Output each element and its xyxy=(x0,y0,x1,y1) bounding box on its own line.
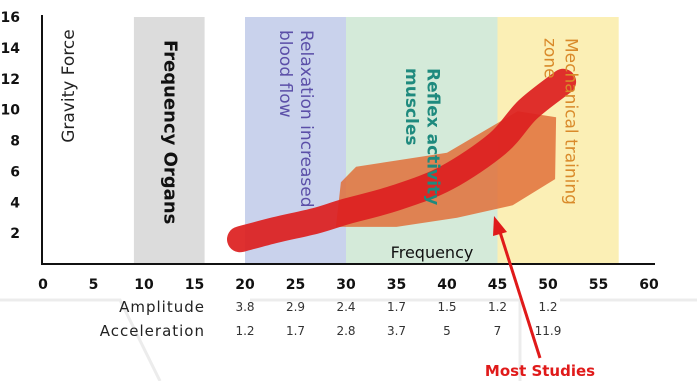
x-tick-label: 5 xyxy=(89,277,99,293)
background-decoration xyxy=(0,298,697,381)
zone-label-line: zone xyxy=(539,38,559,79)
x-tick-label: 35 xyxy=(387,277,406,293)
table-cell: 7 xyxy=(494,324,502,338)
y-tick-label: 14 xyxy=(1,41,21,57)
zone-label-line: Relaxation increased xyxy=(296,30,316,208)
zone-band-0 xyxy=(133,17,205,264)
zone-label-line: Frequency Organs xyxy=(159,40,180,224)
table-cell: 3.7 xyxy=(387,324,406,338)
zone-label-0: Frequency Organs xyxy=(159,40,180,224)
zone-label-line: Mechanical training xyxy=(561,38,581,205)
x-tick-label: 40 xyxy=(437,277,457,293)
table-cell: 5 xyxy=(443,324,451,338)
x-tick-label: 20 xyxy=(235,277,255,293)
x-tick-label: 60 xyxy=(639,277,659,293)
table-row-label: Acceleration xyxy=(100,322,205,340)
table-cell: 1.7 xyxy=(286,324,305,338)
table-cell: 1.7 xyxy=(387,300,406,314)
table-cell: 2.4 xyxy=(336,300,355,314)
table-cell: 3.8 xyxy=(235,300,254,314)
x-tick-label: 10 xyxy=(134,277,154,293)
zone-label-line: Reflex activity xyxy=(422,68,442,205)
y-tick-label: 10 xyxy=(1,103,21,119)
x-tick-label: 15 xyxy=(185,277,204,293)
x-tick-label: 30 xyxy=(336,277,356,293)
y-tick-label: 6 xyxy=(10,164,20,180)
x-axis-label: Frequency xyxy=(391,243,474,262)
y-tick-label: 12 xyxy=(1,72,20,88)
annotation-arrow xyxy=(498,231,542,359)
zone-label-line: blood flow xyxy=(275,30,295,118)
annotation-arrowhead xyxy=(493,216,507,236)
frequency-curve xyxy=(227,68,577,253)
y-tick-label: 2 xyxy=(10,226,20,242)
y-tick-label: 4 xyxy=(10,195,20,211)
x-tick-label: 55 xyxy=(589,277,608,293)
table-cell: 11.9 xyxy=(535,324,562,338)
table-row-label: Amplitude xyxy=(119,298,205,316)
decoration-line xyxy=(250,298,522,381)
y-tick-label: 16 xyxy=(1,10,20,26)
x-tick-label: 25 xyxy=(286,277,305,293)
table-cell: 1.2 xyxy=(538,300,557,314)
table-cell: 2.9 xyxy=(286,300,305,314)
decoration-line xyxy=(0,298,162,381)
y-axis-label: Gravity Force xyxy=(59,29,79,143)
annotation-label: Most Studies xyxy=(485,362,595,380)
x-tick-label: 0 xyxy=(38,277,48,293)
y-tick-label: 8 xyxy=(10,134,20,150)
x-tick-label: 45 xyxy=(488,277,507,293)
zone-label-line: muscles xyxy=(401,68,421,146)
x-tick-label: 50 xyxy=(538,277,558,293)
table-cell: 1.2 xyxy=(488,300,507,314)
table-cell: 1.2 xyxy=(235,324,254,338)
table-cell: 2.8 xyxy=(336,324,355,338)
table-cell: 1.5 xyxy=(437,300,456,314)
